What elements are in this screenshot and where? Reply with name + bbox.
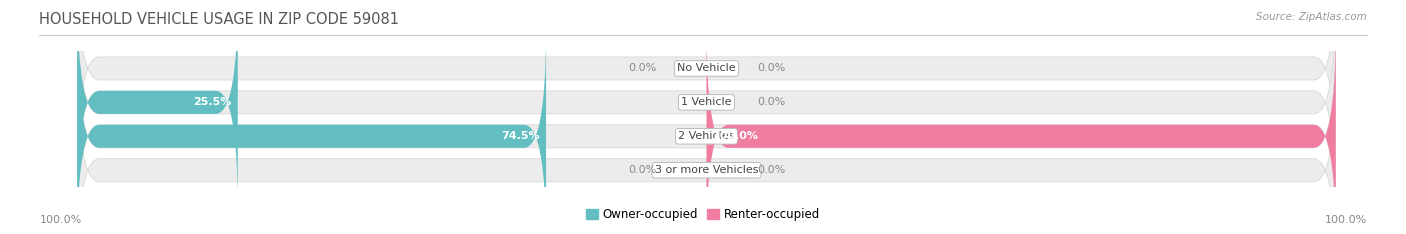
FancyBboxPatch shape xyxy=(77,0,1336,176)
Text: 74.5%: 74.5% xyxy=(501,131,540,141)
Text: 0.0%: 0.0% xyxy=(756,97,785,107)
Text: 0.0%: 0.0% xyxy=(628,165,657,175)
Legend: Owner-occupied, Renter-occupied: Owner-occupied, Renter-occupied xyxy=(581,203,825,226)
Text: No Vehicle: No Vehicle xyxy=(678,63,735,73)
FancyBboxPatch shape xyxy=(77,63,1336,234)
Text: 1 Vehicle: 1 Vehicle xyxy=(682,97,731,107)
FancyBboxPatch shape xyxy=(77,29,546,234)
Text: 3 or more Vehicles: 3 or more Vehicles xyxy=(655,165,758,175)
Text: Source: ZipAtlas.com: Source: ZipAtlas.com xyxy=(1256,12,1367,22)
FancyBboxPatch shape xyxy=(77,29,1336,234)
Text: HOUSEHOLD VEHICLE USAGE IN ZIP CODE 59081: HOUSEHOLD VEHICLE USAGE IN ZIP CODE 5908… xyxy=(39,12,399,27)
Text: 25.5%: 25.5% xyxy=(193,97,232,107)
Text: 0.0%: 0.0% xyxy=(756,165,785,175)
FancyBboxPatch shape xyxy=(707,29,1336,234)
FancyBboxPatch shape xyxy=(77,0,1336,210)
Text: 0.0%: 0.0% xyxy=(628,63,657,73)
Text: 100.0%: 100.0% xyxy=(713,131,759,141)
Text: 0.0%: 0.0% xyxy=(756,63,785,73)
Text: 2 Vehicles: 2 Vehicles xyxy=(678,131,735,141)
Text: 100.0%: 100.0% xyxy=(39,215,82,225)
Text: 100.0%: 100.0% xyxy=(1324,215,1367,225)
FancyBboxPatch shape xyxy=(77,0,238,210)
